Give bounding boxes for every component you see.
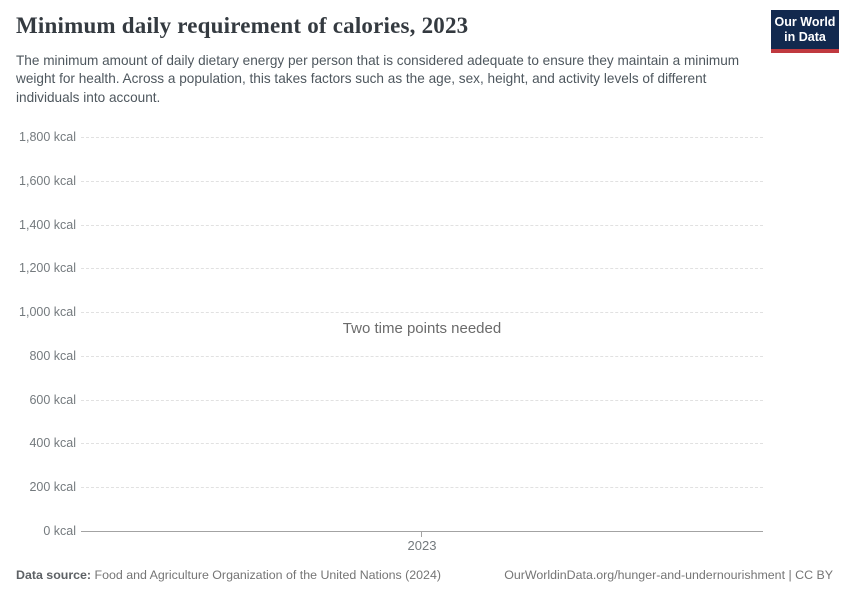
data-source: Data source: Food and Agriculture Organi… (16, 567, 441, 583)
page-title: Minimum daily requirement of calories, 2… (16, 13, 469, 38)
y-axis-tick-label: 1,800 kcal (19, 130, 76, 144)
data-source-label: Data source: (16, 568, 92, 582)
gridline (81, 399, 763, 401)
gridline (81, 224, 763, 226)
y-axis-tick-label: 600 kcal (29, 392, 76, 407)
chart-footer: Data source: Food and Agriculture Organi… (16, 567, 833, 583)
x-axis-tick-label: 2023 (407, 538, 437, 553)
y-axis-tick-label: 1,000 kcal (19, 305, 76, 320)
y-axis-tick-label: 800 kcal (29, 348, 76, 363)
gridline (81, 487, 763, 489)
y-axis-tick-label: 200 kcal (29, 480, 76, 495)
data-source-value: Food and Agriculture Organization of the… (94, 568, 441, 582)
gridline (81, 443, 763, 445)
owid-logo-line1: Our World (774, 15, 836, 29)
footer-license: | CC BY (788, 568, 833, 582)
gridline (81, 180, 763, 182)
footer-credit: OurWorldinData.org/hunger-and-undernouri… (504, 567, 833, 583)
owid-logo-line2: in Data (784, 30, 826, 44)
y-axis-tick-label: 0 kcal (43, 524, 76, 539)
gridline (81, 268, 763, 270)
chart-note: Two time points needed (342, 320, 502, 337)
owid-logo[interactable]: Our World in Data (771, 10, 839, 53)
y-axis-tick-label: 1,600 kcal (19, 173, 76, 188)
footer-url-link[interactable]: OurWorldinData.org/hunger-and-undernouri… (504, 568, 786, 582)
gridline (81, 137, 763, 138)
chart-subtitle: The minimum amount of daily dietary ener… (16, 53, 740, 105)
x-axis-tick-mark (421, 531, 422, 537)
plot-area: 1,800 kcal 1,600 kcal 1,400 kcal 1,200 k… (0, 130, 763, 553)
y-axis-tick-label: 1,400 kcal (19, 217, 76, 232)
gridline (81, 355, 763, 357)
gridline (81, 312, 763, 314)
y-axis-tick-label: 400 kcal (29, 436, 76, 451)
x-axis-baseline (81, 531, 763, 533)
y-axis-tick-label: 1,200 kcal (19, 261, 76, 276)
